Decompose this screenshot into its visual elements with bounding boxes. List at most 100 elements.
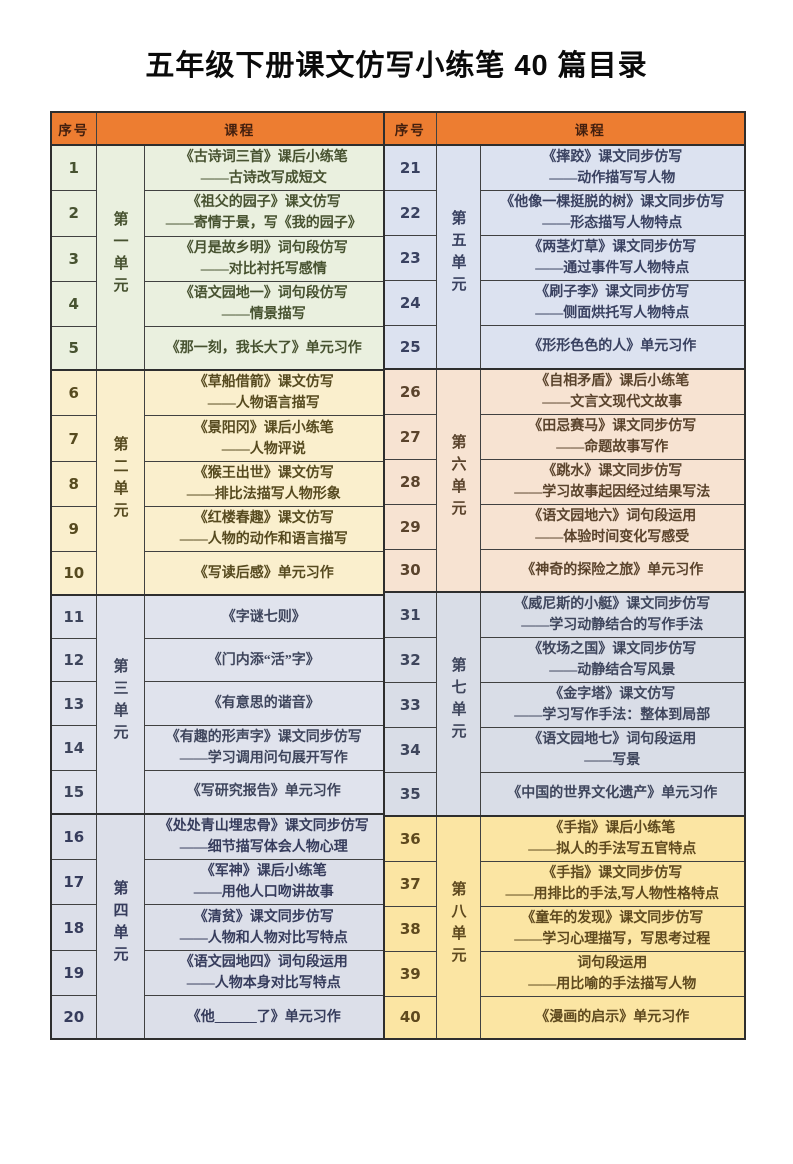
table-row: 35 《中国的世界文化遗产》单元习作 [383, 772, 746, 816]
table-row: 33 《金字塔》课文仿写 ——学习写作手法：整体到局部 [383, 682, 746, 728]
course-cell: 《那一刻，我长大了》单元习作 [143, 326, 385, 371]
course-title: 《神奇的探险之旅》单元习作 [521, 562, 704, 578]
course-cell: 《有趣的形声字》课文同步仿写 ——学习调用问句展开写作 [143, 724, 385, 772]
course-cell: 《语文园地七》词句段运用 ——写景 [479, 727, 746, 773]
row-number: 11 [50, 594, 97, 640]
course-title: 《门内添“活”字》 [207, 652, 320, 668]
row-number: 21 [383, 144, 437, 191]
course-subtitle: ——细节描写体会人物心理 [179, 839, 348, 855]
course-cell: 《景阳冈》课后小练笔 ——人物评说 [143, 415, 385, 462]
row-number: 35 [383, 772, 437, 816]
course-cell: 《金字塔》课文仿写 ——学习写作手法：整体到局部 [479, 682, 746, 728]
row-number: 27 [383, 413, 437, 460]
row-number: 30 [383, 548, 437, 593]
table-row: 6 第二单元 《草船借箭》课文仿写 ——人物语言描写 [50, 369, 385, 596]
header-row: 序号 课程 [383, 111, 746, 146]
row-number: 14 [50, 724, 97, 772]
table-row: 2 《祖父的园子》课文仿写 ——寄情于景，写《我的园子》 [50, 190, 385, 237]
course-subtitle: ——排比法描写人物形象 [186, 486, 341, 502]
row-number: 38 [383, 905, 437, 952]
row-number: 9 [50, 506, 97, 553]
unit-2-group: 6 第二单元 《草船借箭》课文仿写 ——人物语言描写 7 《景阳冈》课后小练笔 ——… [50, 369, 385, 596]
course-subtitle: ——侧面烘托写人物特点 [535, 306, 690, 321]
course-title: 《童年的发现》课文同步仿写 [521, 910, 704, 926]
course-title: 《手指》课后小练笔 [549, 820, 676, 836]
row-number: 8 [50, 460, 97, 508]
course-subtitle: ——古诗改写成短文 [200, 171, 327, 187]
course-title: 《两茎灯草》课文同步仿写 [528, 240, 697, 255]
row-number: 33 [383, 682, 437, 728]
course-title: 《那一刻，我长大了》单元习作 [165, 340, 362, 356]
course-title: 《草船借箭》课文仿写 [193, 375, 334, 391]
unit-cell: 第八单元 [435, 815, 481, 1040]
course-title: 《古诗词三首》课后小练笔 [179, 150, 348, 166]
unit-label: 第一单元 [111, 211, 128, 300]
row-number: 26 [383, 368, 437, 415]
row-number: 10 [50, 551, 97, 596]
course-cell: 《猴王出世》课文仿写 ——排比法描写人物形象 [143, 460, 385, 508]
course-title: 《威尼斯的小艇》课文同步仿写 [514, 597, 711, 612]
course-subtitle: ——写景 [584, 753, 641, 768]
course-cell: 《漫画的启示》单元习作 [479, 995, 746, 1040]
table-row: 1 第一单元 《古诗词三首》课后小练笔 ——古诗改写成短文 [50, 144, 385, 371]
table-row: 18 《清贫》课文同步仿写 ——人物和人物对比写特点 [50, 904, 385, 951]
course-cell: 《神奇的探险之旅》单元习作 [479, 548, 746, 593]
row-number: 13 [50, 681, 97, 726]
course-title: 《漫画的启示》单元习作 [535, 1009, 690, 1025]
course-title: 词句段运用 [577, 955, 648, 971]
row-number: 37 [383, 860, 437, 907]
unit-1-group: 1 第一单元 《古诗词三首》课后小练笔 ——古诗改写成短文 2 《祖父的园子》课文… [50, 144, 385, 371]
row-number: 16 [50, 813, 97, 861]
course-cell: 《牧场之国》课文同步仿写 ——动静结合写风景 [479, 637, 746, 683]
course-subtitle: ——学习故事起因经过结果写法 [514, 484, 711, 500]
table-row: 39 词句段运用 ——用比喻的手法描写人物 [383, 950, 746, 997]
document-page: 五年级下册课文仿写小练笔 40 篇目录 序号 课程 1 第一单元 《古诗词三首》… [0, 42, 793, 1164]
unit-cell: 第四单元 [95, 813, 145, 1040]
course-subtitle: ——人物评说 [221, 441, 306, 457]
course-subtitle: ——寄情于景，写《我的园子》 [165, 216, 362, 232]
course-cell: 《手指》课文同步仿写 ——用排比的手法,写人物性格特点 [479, 860, 746, 907]
course-cell: 《古诗词三首》课后小练笔 ——古诗改写成短文 [143, 144, 385, 192]
course-subtitle: ——文言文现代文故事 [542, 394, 683, 410]
row-number: 5 [50, 326, 97, 371]
table-row: 36 第八单元 《手指》课后小练笔 ——拟人的手法写五官特点 [383, 815, 746, 1040]
table-row: 14 《有趣的形声字》课文同步仿写 ——学习调用问句展开写作 [50, 724, 385, 772]
table-row: 11 第三单元 《字谜七则》 [50, 594, 385, 815]
unit-cell: 第三单元 [95, 594, 145, 815]
unit-label: 第七单元 [449, 657, 466, 746]
course-subtitle: ——人物本身对比写特点 [186, 975, 341, 991]
row-number: 19 [50, 949, 97, 997]
course-cell: 《写读后感》单元习作 [143, 551, 385, 596]
course-cell: 《中国的世界文化遗产》单元习作 [479, 772, 746, 816]
course-subtitle: ——人物和人物对比写特点 [179, 930, 348, 946]
unit-cell: 第六单元 [435, 368, 481, 593]
table-row: 10 《写读后感》单元习作 [50, 551, 385, 596]
row-number: 1 [50, 144, 97, 192]
unit-label: 第三单元 [111, 658, 128, 747]
course-cell: 《月是故乡明》词句段仿写 ——对比衬托写感情 [143, 235, 385, 282]
course-title: 《猴王出世》课文仿写 [193, 465, 334, 481]
row-number: 22 [383, 190, 437, 236]
course-subtitle: ——动作描写写人物 [549, 171, 676, 186]
table-row: 27 《田忌赛马》课文同步仿写 ——命题故事写作 [383, 413, 746, 460]
table-row: 19 《语文园地四》词句段运用 ——人物本身对比写特点 [50, 949, 385, 997]
course-title: 《语文园地四》词句段运用 [179, 954, 348, 970]
table-row: 23 《两茎灯草》课文同步仿写 ——通过事件写人物特点 [383, 235, 746, 281]
course-title: 《自相矛盾》课后小练笔 [535, 373, 690, 389]
table-row: 26 第六单元 《自相矛盾》课后小练笔 ——文言文现代文故事 [383, 368, 746, 593]
course-subtitle: ——形态描写人物特点 [542, 216, 683, 231]
table-row: 31 第七单元 《威尼斯的小艇》课文同步仿写 ——学习动静结合的写作手法 [383, 591, 746, 816]
course-cell: 《刷子李》课文同步仿写 ——侧面烘托写人物特点 [479, 280, 746, 326]
unit-label: 第五单元 [449, 210, 466, 299]
table-row: 7 《景阳冈》课后小练笔 ——人物评说 [50, 415, 385, 462]
table-row: 3 《月是故乡明》词句段仿写 ——对比衬托写感情 [50, 235, 385, 282]
course-subtitle: ——用他人口吻讲故事 [193, 885, 334, 901]
course-title: 《月是故乡明》词句段仿写 [179, 240, 348, 256]
table-row: 34 《语文园地七》词句段运用 ——写景 [383, 727, 746, 773]
row-number: 15 [50, 769, 97, 815]
course-subtitle: ——动静结合写风景 [549, 663, 676, 678]
table-row: 21 第五单元 《摔跤》课文同步仿写 ——动作描写写人物 [383, 144, 746, 369]
row-number: 32 [383, 637, 437, 683]
course-cell: 词句段运用 ——用比喻的手法描写人物 [479, 950, 746, 997]
row-number: 23 [383, 235, 437, 281]
